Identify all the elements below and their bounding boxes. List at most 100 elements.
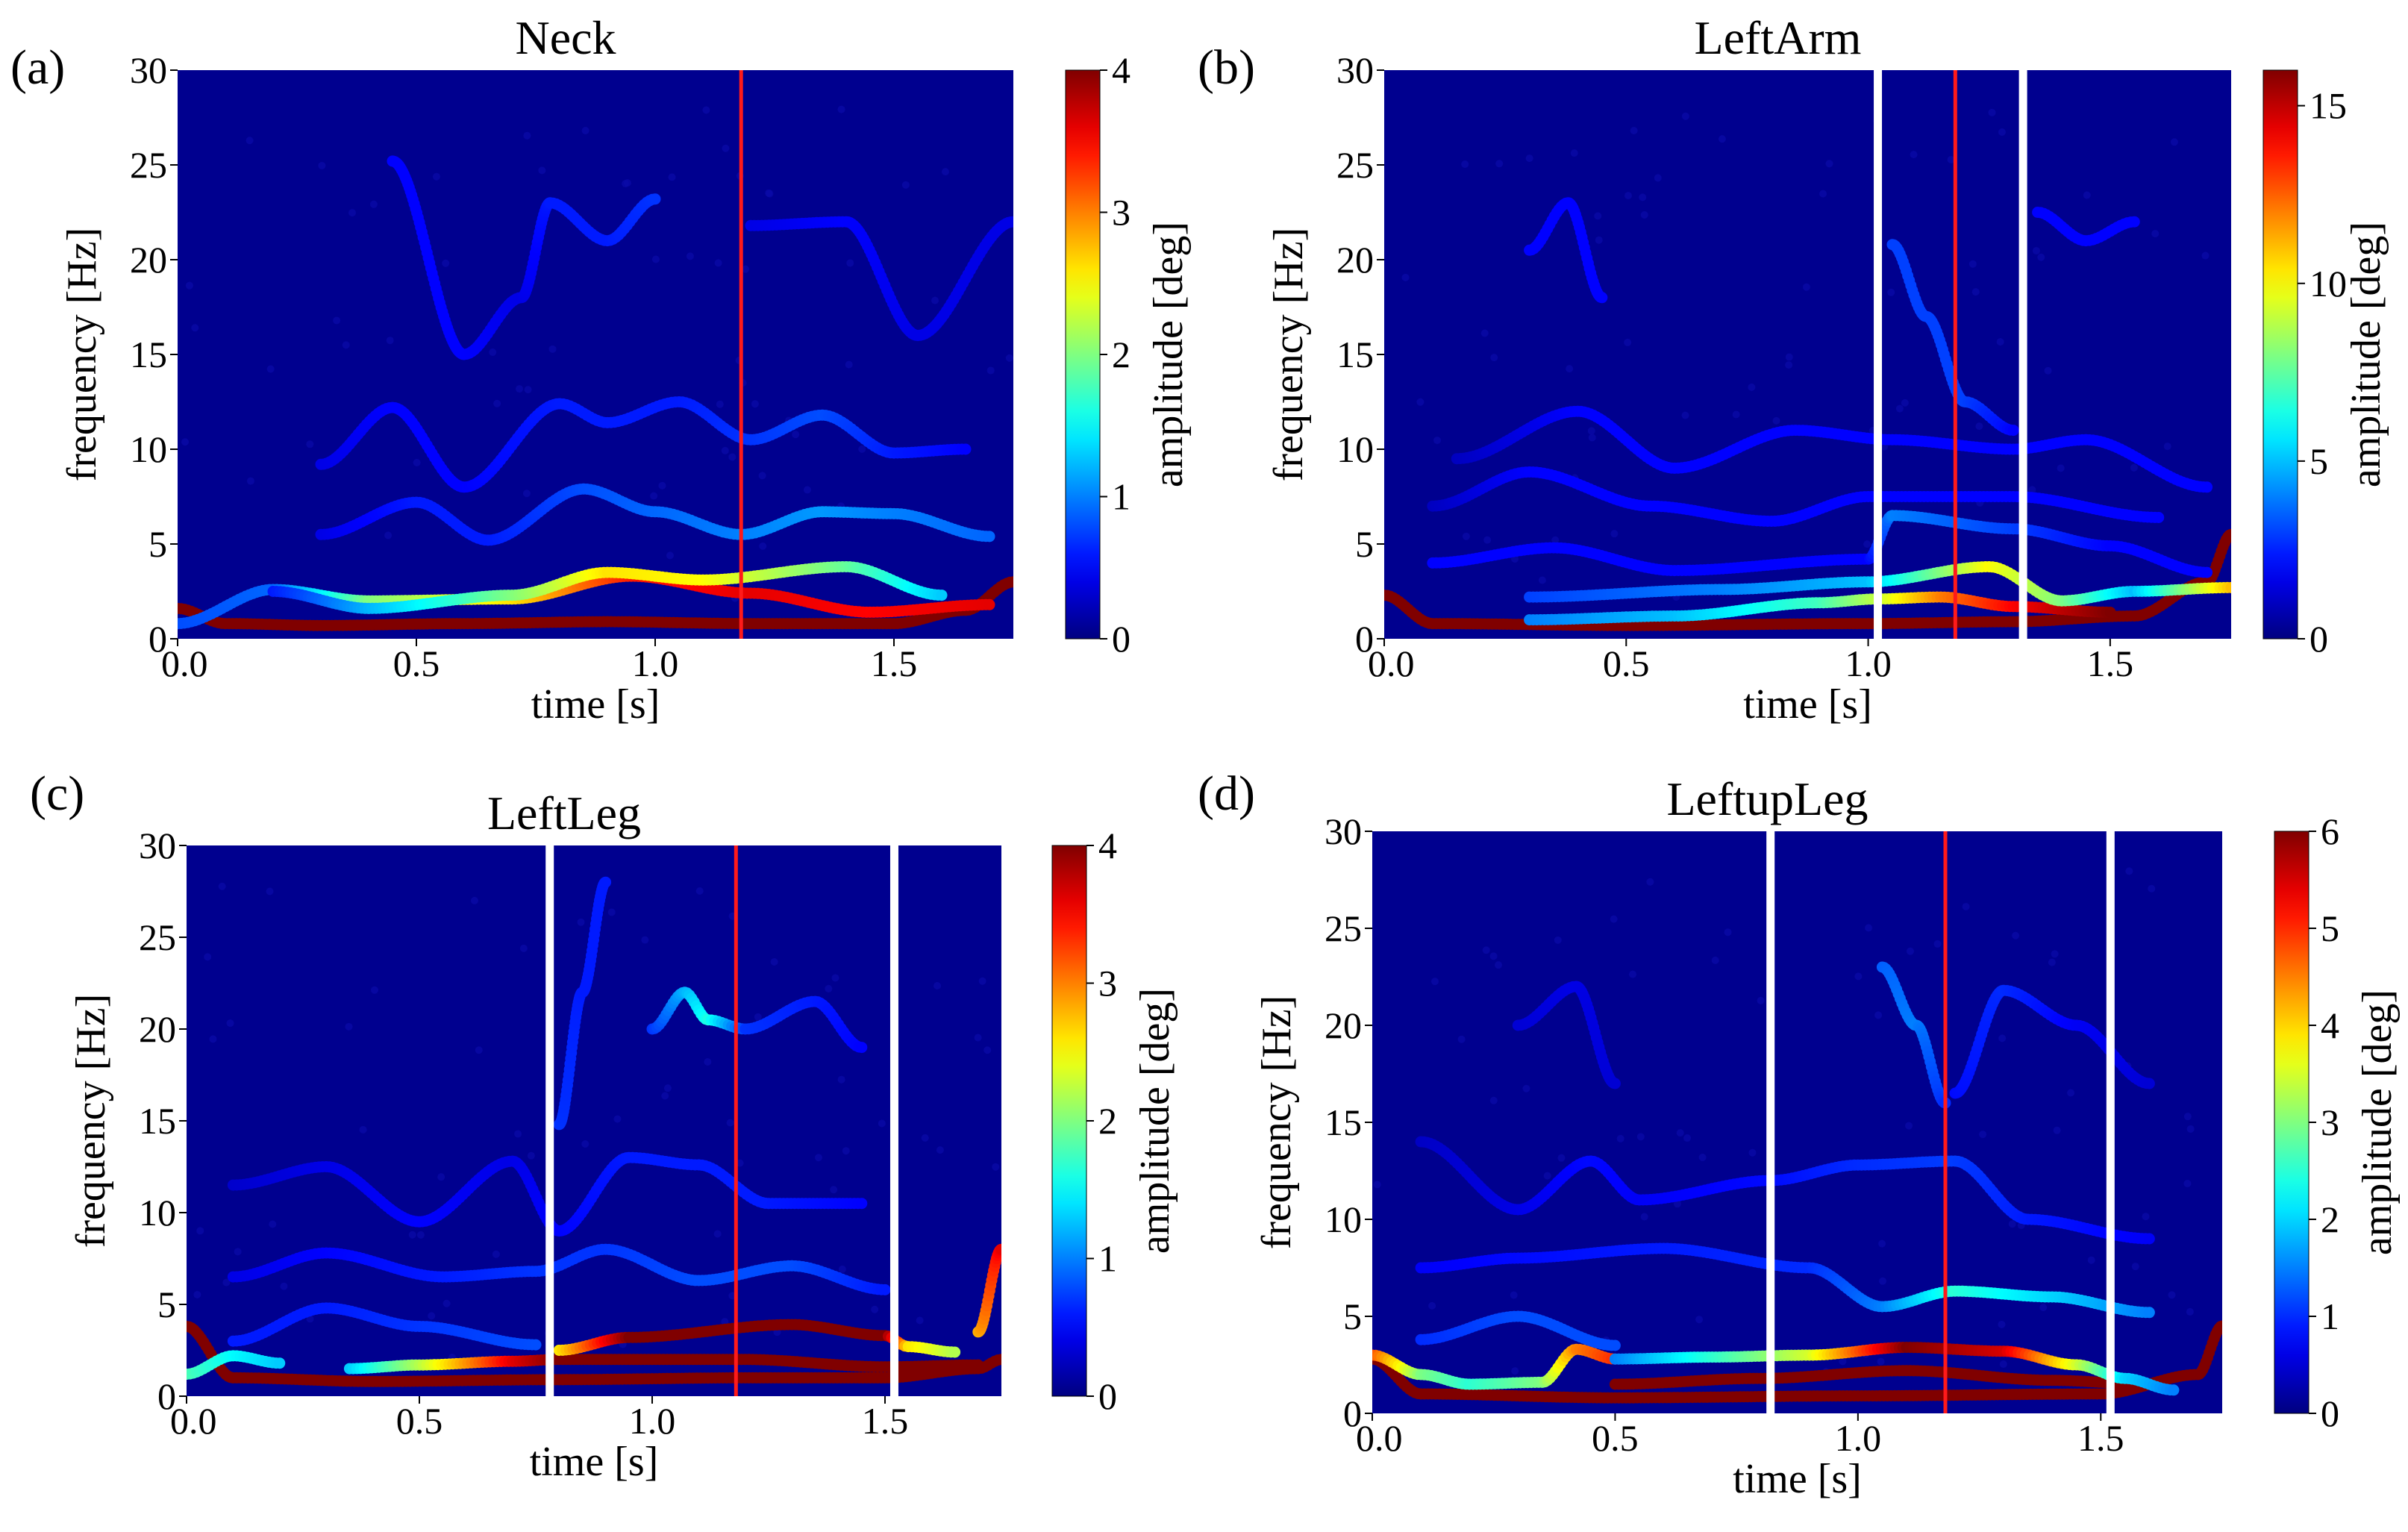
- background-dot: [1673, 1200, 1681, 1208]
- background-dot: [713, 1230, 722, 1238]
- background-dot: [661, 1092, 669, 1100]
- colorbar-tick-label: 4: [1112, 49, 1130, 91]
- x-tick-label: 0.0: [1368, 642, 1415, 684]
- background-dot: [2183, 1180, 2192, 1188]
- background-dot: [408, 1231, 416, 1239]
- x-tick-label: 1.5: [2087, 642, 2134, 684]
- series-10: [972, 1243, 1001, 1338]
- background-dot: [663, 1084, 672, 1092]
- background-dot: [759, 542, 767, 550]
- background-dot: [548, 345, 557, 353]
- background-dot: [493, 399, 501, 407]
- background-dot: [1629, 970, 1637, 978]
- x-tick-label: 1.0: [632, 642, 679, 684]
- x-tick-label: 1.0: [1845, 642, 1892, 684]
- data-point: [530, 1339, 542, 1351]
- background-dot: [442, 259, 450, 267]
- background-dot: [1373, 1181, 1381, 1189]
- background-dot: [2186, 1125, 2195, 1133]
- background-dot: [803, 486, 811, 494]
- background-dot: [1757, 996, 1765, 1004]
- background-dot: [2044, 366, 2052, 375]
- background-dot: [522, 490, 531, 498]
- y-tick-label: 0: [157, 1375, 176, 1417]
- background-dot: [2057, 464, 2065, 472]
- background-dot: [1998, 128, 2006, 137]
- background-dot: [1461, 160, 1469, 169]
- background-dot: [1681, 112, 1689, 120]
- data-point: [1007, 216, 1013, 228]
- y-tick-label: 10: [130, 428, 167, 470]
- background-dot: [519, 944, 528, 952]
- background-dot: [1975, 422, 1983, 431]
- data-point: [600, 876, 612, 888]
- colorbar-tick-label: 10: [2310, 263, 2347, 304]
- y-tick-label: 30: [139, 825, 176, 866]
- background-dot: [1495, 160, 1504, 168]
- background-dot: [613, 1115, 622, 1123]
- data-point: [2225, 581, 2231, 593]
- data-point: [1007, 576, 1013, 588]
- x-tick-label: 0.0: [161, 642, 208, 684]
- background-dot: [527, 1151, 535, 1160]
- data-point: [1596, 292, 1608, 304]
- background-dot: [837, 1075, 845, 1084]
- background-dot: [369, 200, 378, 208]
- series-1: [178, 576, 1013, 631]
- background-dot: [695, 887, 704, 895]
- background-dot: [2170, 138, 2178, 146]
- y-tick-label: 15: [130, 334, 167, 375]
- background-dot: [1646, 878, 1654, 886]
- background-dot: [1785, 361, 1793, 369]
- background-dot: [2083, 191, 2091, 199]
- background-dot: [384, 531, 393, 540]
- y-tick-label: 20: [130, 239, 167, 281]
- y-axis-label: frequency [Hz]: [68, 994, 114, 1248]
- background-dot: [1947, 155, 1955, 163]
- colorbar-tick-label: 0: [1112, 618, 1130, 660]
- background-dot: [2151, 230, 2160, 238]
- background-dot: [623, 179, 631, 187]
- chart-title: LeftLeg: [487, 787, 641, 840]
- plot-background: [1372, 831, 2222, 1413]
- background-dot: [345, 1022, 353, 1031]
- x-tick-label: 0.5: [393, 642, 440, 684]
- background-dot: [1910, 151, 1918, 159]
- background-dot: [1772, 416, 1780, 425]
- series-4: [1427, 510, 2213, 578]
- background-dot: [386, 337, 394, 345]
- background-dot: [577, 918, 585, 926]
- y-tick-label: 30: [1336, 49, 1374, 91]
- background-dot: [1554, 936, 1562, 944]
- background-dot: [2148, 884, 2156, 892]
- series-5: [1415, 1310, 1621, 1351]
- background-dot: [333, 316, 341, 325]
- background-dot: [2037, 253, 2045, 261]
- background-dot: [218, 882, 226, 890]
- y-tick-label: 5: [157, 1284, 176, 1325]
- background-dot: [751, 400, 759, 408]
- background-dot: [736, 1159, 744, 1167]
- background-dot: [581, 127, 590, 135]
- background-dot: [514, 1130, 522, 1138]
- data-point: [983, 531, 995, 543]
- background-dot: [1490, 354, 1498, 362]
- x-tick-label: 1.0: [629, 1400, 676, 1442]
- series-7: [1524, 197, 1608, 304]
- x-axis-label: time [s]: [531, 681, 660, 728]
- background-dot: [581, 1139, 590, 1148]
- background-dot: [1610, 530, 1619, 538]
- background-dot: [1630, 127, 1638, 135]
- background-dot: [668, 173, 676, 181]
- background-dot: [1624, 338, 1632, 346]
- background-dot: [901, 181, 910, 189]
- data-point: [995, 1354, 1001, 1366]
- background-dot: [1895, 404, 1904, 413]
- plot-area: [178, 70, 1013, 639]
- series-2: [1524, 591, 2116, 626]
- y-axis-label: frequency [Hz]: [59, 228, 105, 481]
- background-dot: [1401, 273, 1410, 281]
